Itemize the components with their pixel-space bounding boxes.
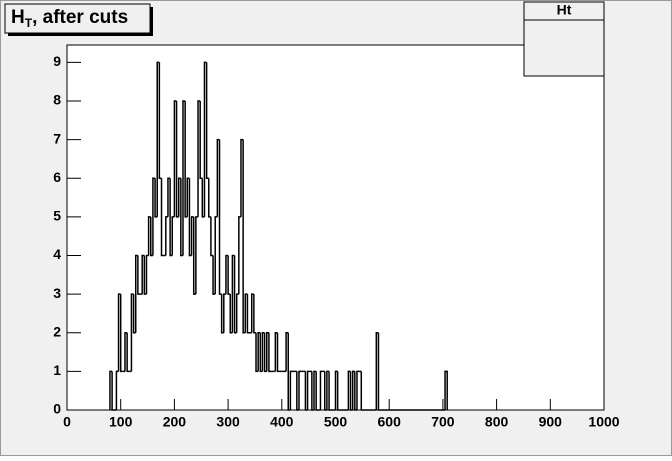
histogram-bin <box>190 216 194 256</box>
histogram-bin <box>261 332 265 372</box>
histogram-bin <box>315 371 319 411</box>
histogram-bin <box>169 178 173 257</box>
y-tick-label: 7 <box>53 130 61 146</box>
x-tick-label: 900 <box>539 414 563 430</box>
x-tick-label: 500 <box>324 414 348 430</box>
histogram-bin <box>197 100 201 217</box>
x-tick-label: 400 <box>270 414 294 430</box>
histogram-bin <box>259 332 263 373</box>
histogram-bin <box>119 294 123 373</box>
x-tick-label: 600 <box>378 414 402 430</box>
histogram-bin <box>223 293 226 333</box>
histogram-bin <box>192 216 196 295</box>
title-base: H <box>11 7 25 28</box>
y-tick-label: 4 <box>53 246 61 262</box>
x-tick-label: 0 <box>63 414 71 430</box>
title-subscript: T <box>25 16 33 30</box>
x-tick-label: 700 <box>431 414 455 430</box>
histogram-bin <box>289 370 293 410</box>
histogram-bin <box>143 255 147 295</box>
chart-title: HT, after cuts <box>11 7 128 30</box>
histogram-bin <box>255 332 259 373</box>
y-tick-label: 6 <box>53 169 61 185</box>
y-tick-label: 0 <box>53 401 61 417</box>
title-box <box>4 3 151 34</box>
histogram-bin <box>375 332 379 410</box>
histogram-bin <box>145 254 149 295</box>
histogram-bin <box>360 371 364 411</box>
histogram-bin <box>274 332 278 372</box>
y-tick-label: 1 <box>53 362 61 378</box>
histogram-bin <box>319 370 323 410</box>
histogram-bin <box>246 294 250 334</box>
x-tick-label: 200 <box>163 414 187 430</box>
histogram-bin <box>173 100 177 217</box>
x-tick-label: 100 <box>109 414 133 430</box>
plot-frame <box>66 44 605 411</box>
y-tick-label: 5 <box>53 208 61 224</box>
histogram-bin <box>124 332 128 372</box>
x-tick-label: 800 <box>485 414 509 430</box>
stats-box: Ht <box>523 1 605 77</box>
histogram-bin <box>235 293 239 333</box>
histogram-bin <box>257 332 261 372</box>
histogram-bin <box>188 178 192 257</box>
histogram-bin <box>147 216 151 256</box>
histogram-bin <box>115 370 119 410</box>
y-tick-label: 8 <box>53 92 61 108</box>
x-tick-label: 1000 <box>588 414 619 430</box>
stats-frame <box>523 1 605 77</box>
y-tick-label: 3 <box>53 285 61 301</box>
histogram-bin <box>285 332 289 372</box>
histogram-bin <box>208 178 211 218</box>
y-tick-label: 9 <box>53 53 61 69</box>
y-tick-label: 2 <box>53 323 61 339</box>
histogram-bin <box>126 332 130 373</box>
histogram-bin <box>253 294 257 334</box>
histogram-bin <box>150 216 153 257</box>
stats-title: Ht <box>557 2 572 18</box>
histogram-bin <box>306 370 310 410</box>
histogram-bin <box>182 100 186 256</box>
histogram-bin <box>266 332 269 372</box>
x-tick-label: 300 <box>216 414 240 430</box>
histogram-bin <box>180 178 183 257</box>
histogram-bin <box>263 332 267 373</box>
histogram-bin <box>137 255 141 295</box>
histogram-bin <box>336 371 340 411</box>
histogram-bin <box>111 371 115 411</box>
histogram-bin <box>212 255 216 295</box>
histogram-bin <box>377 332 446 411</box>
histogram-bin <box>444 370 448 410</box>
histogram-bin <box>160 178 164 257</box>
histogram-bin <box>276 332 280 373</box>
histogram-bin <box>298 370 302 410</box>
histogram-bin <box>356 370 360 410</box>
histogram-bin <box>328 371 332 411</box>
histogram-bin <box>268 332 272 373</box>
title-rest: , after cuts <box>32 7 128 28</box>
